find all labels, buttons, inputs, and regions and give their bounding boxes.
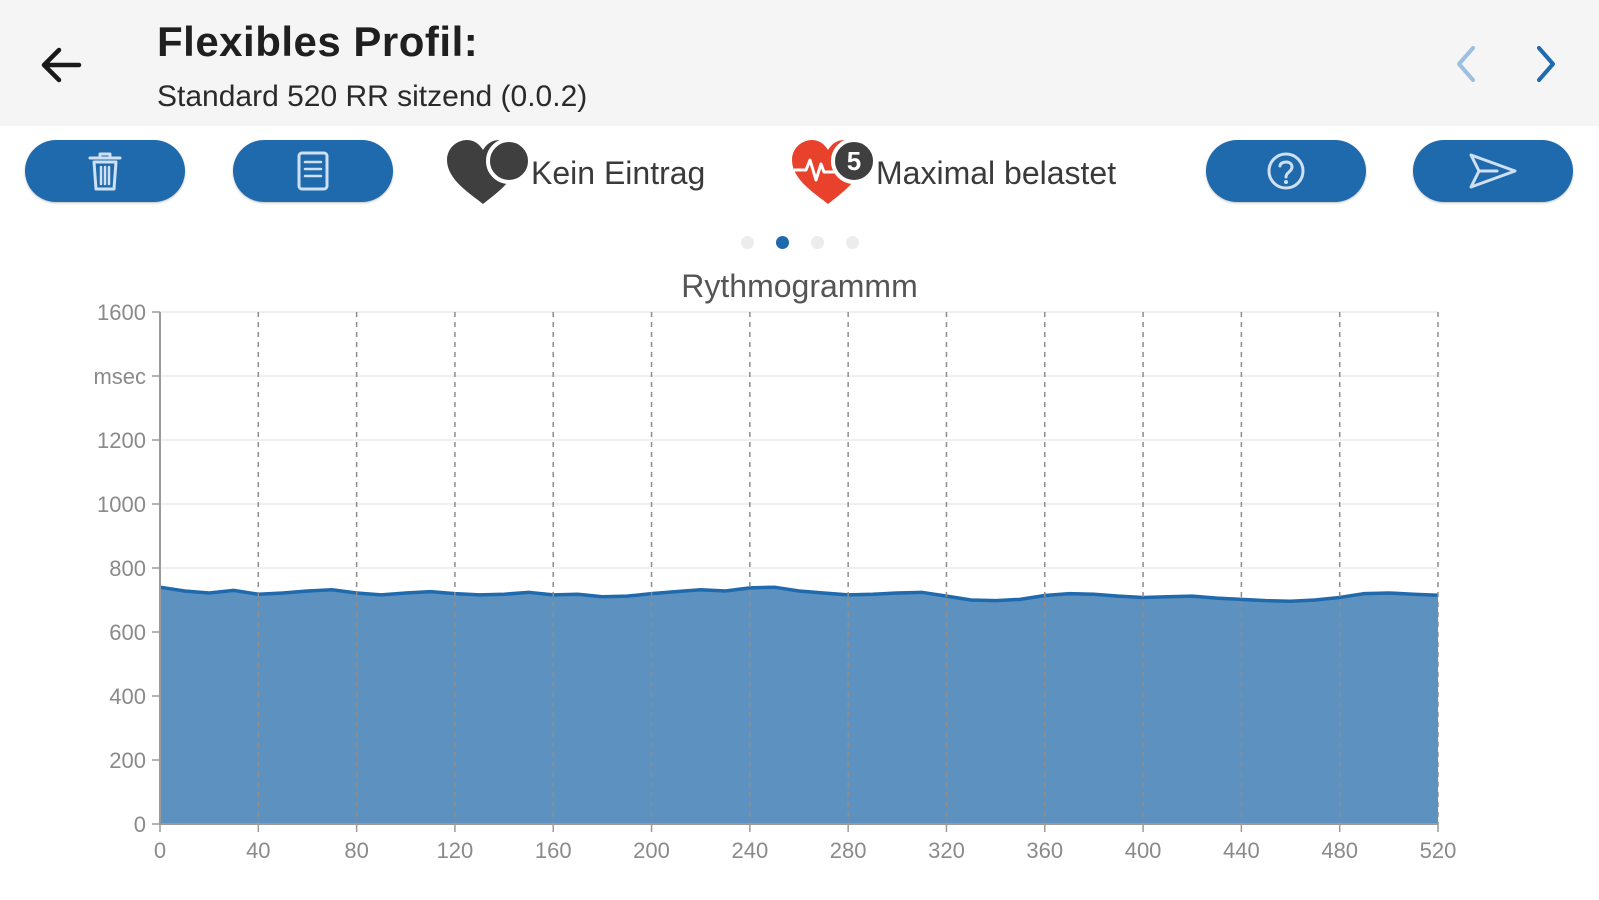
delete-button[interactable] xyxy=(25,140,185,202)
x-tick-label: 80 xyxy=(344,838,368,863)
page-dot[interactable] xyxy=(845,236,859,249)
x-tick-label: 160 xyxy=(535,838,572,863)
toolbar: Kein Eintrag 5 Maximal belastet xyxy=(0,126,1599,226)
status-kein-label: Kein Eintrag xyxy=(531,154,706,191)
x-tick-label: 480 xyxy=(1321,838,1358,863)
heart-gray-icon xyxy=(445,138,535,208)
status-max-label: Maximal belastet xyxy=(876,154,1117,191)
report-button[interactable] xyxy=(233,140,393,202)
chevron-right-icon xyxy=(1537,46,1555,82)
rr-area xyxy=(160,587,1438,824)
chevron-left-icon xyxy=(1457,46,1475,82)
page-dot[interactable] xyxy=(740,236,754,249)
x-tick-label: 520 xyxy=(1420,838,1457,863)
x-tick-label: 320 xyxy=(928,838,965,863)
app-header: Flexibles Profil: Standard 520 RR sitzen… xyxy=(0,0,1599,126)
status-badge: 5 xyxy=(847,146,861,176)
y-tick-label: 1000 xyxy=(97,492,146,517)
profile-subtitle: Standard 520 RR sitzend (0.0.2) xyxy=(157,80,588,113)
status-maximal-belastet[interactable]: 5 Maximal belastet xyxy=(790,138,1116,208)
question-circle-icon xyxy=(1267,152,1305,190)
help-button[interactable] xyxy=(1206,140,1366,202)
send-button[interactable] xyxy=(1413,140,1573,202)
y-tick-label: 0 xyxy=(134,812,146,837)
y-tick-label: 1600 xyxy=(97,300,146,325)
rr-line xyxy=(159,585,1439,604)
chart-title: Rythmogrammm xyxy=(681,268,918,304)
send-icon xyxy=(1469,153,1517,189)
arrow-left-icon xyxy=(41,47,82,83)
trash-icon xyxy=(88,152,122,191)
x-tick-label: 280 xyxy=(830,838,867,863)
x-tick-label: 120 xyxy=(437,838,474,863)
y-tick-label: 800 xyxy=(109,556,146,581)
x-tick-label: 0 xyxy=(154,838,166,863)
page-indicator xyxy=(0,236,1599,249)
page-title: Flexibles Profil: xyxy=(157,18,479,65)
document-icon xyxy=(297,151,329,191)
x-tick-label: 440 xyxy=(1223,838,1260,863)
x-tick-label: 200 xyxy=(633,838,670,863)
y-tick-label: 1200 xyxy=(97,428,146,453)
next-button[interactable] xyxy=(1522,40,1570,88)
x-tick-label: 360 xyxy=(1026,838,1063,863)
y-tick-label: 600 xyxy=(109,620,146,645)
y-tick-label: 400 xyxy=(109,684,146,709)
status-kein-eintrag[interactable]: Kein Eintrag xyxy=(445,138,705,208)
page-dot[interactable] xyxy=(775,236,789,249)
x-tick-label: 240 xyxy=(731,838,768,863)
back-button[interactable] xyxy=(34,38,88,92)
page-dot[interactable] xyxy=(810,236,824,249)
previous-button[interactable] xyxy=(1442,40,1490,88)
x-tick-label: 40 xyxy=(246,838,270,863)
y-tick-label: 200 xyxy=(109,748,146,773)
heart-red-pulse-icon: 5 xyxy=(790,138,880,208)
y-tick-label: msec xyxy=(93,364,146,389)
x-tick-label: 400 xyxy=(1125,838,1162,863)
